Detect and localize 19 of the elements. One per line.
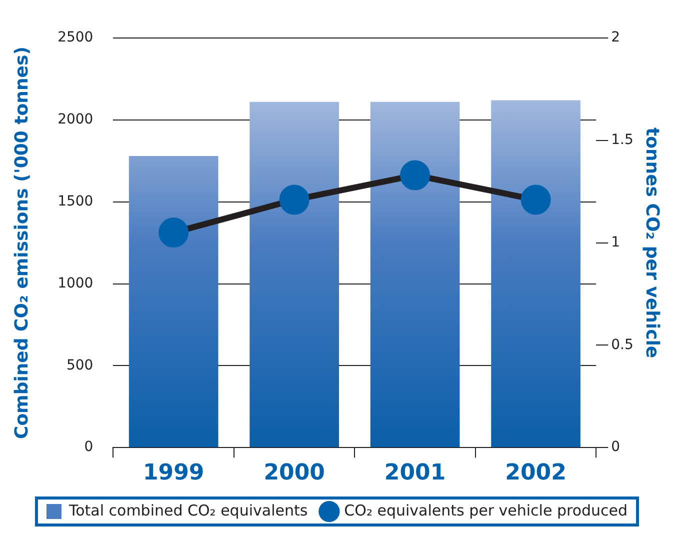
- y2-tick-label: 1: [611, 234, 620, 250]
- y-tick-label: 1500: [58, 193, 94, 210]
- x-tick-label: 2000: [264, 460, 325, 486]
- y-tick-label: 0: [84, 439, 94, 456]
- y-tick-label: 2500: [58, 30, 94, 46]
- y2-tick-label: 1.5: [611, 132, 634, 148]
- x-tick-label: 2002: [505, 460, 566, 486]
- y2-tick-label: 2: [611, 30, 620, 46]
- legend-label: CO₂ equivalents per vehicle produced: [344, 501, 628, 520]
- y2-tick-label: 0.5: [611, 336, 634, 353]
- y-tick-label: 500: [66, 357, 94, 374]
- x-tick-label: 2001: [384, 460, 446, 486]
- y-tick-label: 1000: [58, 275, 94, 292]
- legend-label: Total combined CO₂ equivalents: [68, 501, 308, 520]
- y-axis-title: Combined CO₂ emissions ('000 tonnes): [11, 46, 32, 440]
- x-tick-label: 1999: [142, 460, 204, 486]
- y-tick-label: 2000: [58, 112, 94, 128]
- y2-axis-title: tonnes CO₂ per vehicle: [642, 127, 663, 358]
- y2-tick-label: 0: [611, 439, 620, 456]
